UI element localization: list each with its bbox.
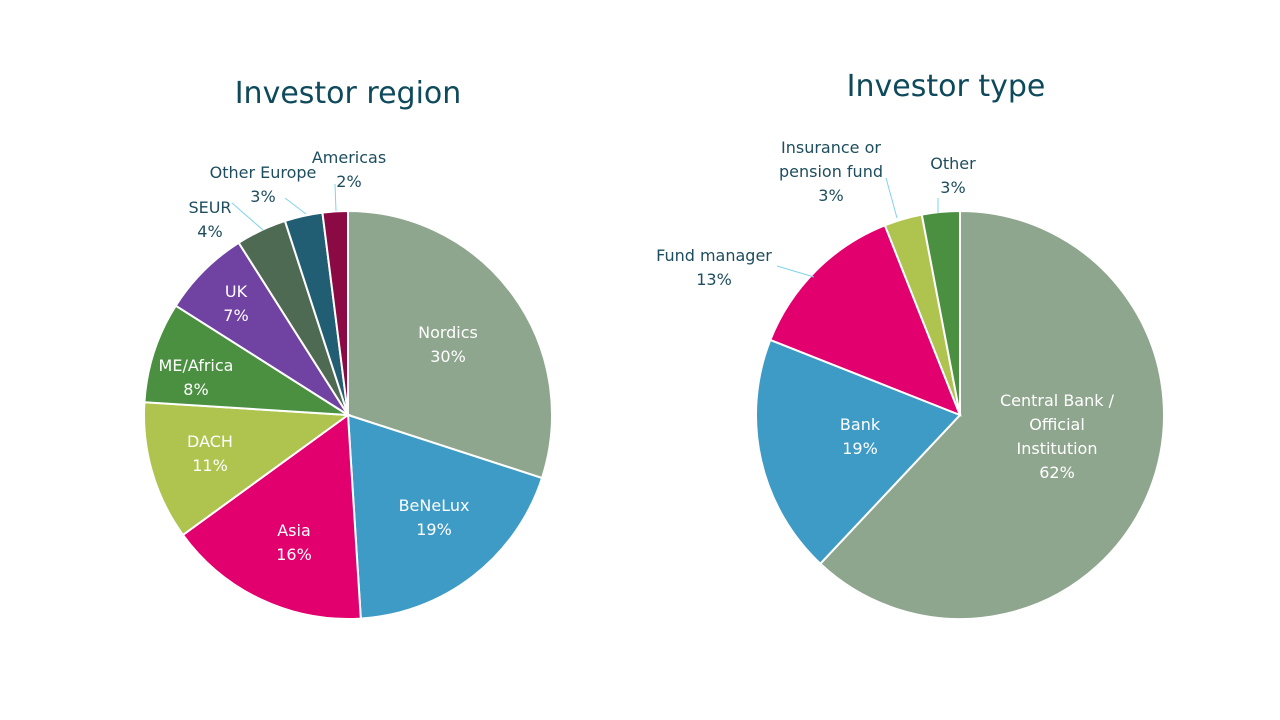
leader-line bbox=[885, 177, 898, 219]
slice-name: ME/Africa bbox=[159, 356, 234, 375]
chart-title: Investor type bbox=[847, 69, 1046, 104]
slice-percent: 3% bbox=[250, 187, 275, 206]
slice-name: Institution bbox=[1017, 439, 1098, 458]
pie-slice-me-africa bbox=[143, 304, 349, 416]
slice-name: Fund manager bbox=[656, 246, 772, 265]
pie-slice-nordics bbox=[347, 209, 553, 480]
data-label: Central Bank / Official Institution 62% bbox=[1000, 391, 1115, 482]
leader-line bbox=[284, 197, 307, 215]
slice-name: pension fund bbox=[779, 162, 883, 181]
slice-name: SEUR bbox=[188, 198, 231, 217]
slice-name: Americas bbox=[312, 148, 386, 167]
data-label: Fund manager 13% bbox=[656, 246, 772, 289]
data-label: Americas 2% bbox=[312, 148, 386, 191]
data-label: UK 7% bbox=[223, 282, 248, 325]
pie-slice-fund-manager bbox=[769, 224, 962, 417]
slice-percent: 19% bbox=[416, 520, 452, 539]
leader-line bbox=[231, 202, 264, 231]
data-label: ME/Africa 8% bbox=[159, 356, 234, 399]
pie-chart-2: Investor type Central Bank / Official Insti… bbox=[656, 69, 1165, 620]
slice-percent: 19% bbox=[842, 439, 878, 458]
leader-line bbox=[334, 183, 337, 212]
slice-name: Central Bank / bbox=[1000, 391, 1115, 410]
pie-slice-other bbox=[920, 209, 961, 416]
data-label: BeNeLux 19% bbox=[399, 496, 470, 539]
pie-slice-central-bank-official-institution bbox=[818, 209, 1165, 620]
pie-slice-americas bbox=[321, 209, 349, 416]
data-label: Asia 16% bbox=[276, 521, 312, 564]
slice-name: UK bbox=[225, 282, 248, 301]
slice-percent: 2% bbox=[336, 172, 361, 191]
slice-name: Insurance or bbox=[781, 138, 881, 157]
chart-title: Investor region bbox=[235, 76, 462, 111]
pie-slice-asia bbox=[181, 413, 362, 620]
slice-name: BeNeLux bbox=[399, 496, 470, 515]
slice-percent: 13% bbox=[696, 270, 732, 289]
slice-percent: 3% bbox=[818, 186, 843, 205]
slice-percent: 8% bbox=[183, 380, 208, 399]
data-label: DACH 11% bbox=[187, 432, 233, 475]
slice-percent: 30% bbox=[430, 347, 466, 366]
slice-percent: 62% bbox=[1039, 463, 1075, 482]
slice-name: Official bbox=[1029, 415, 1085, 434]
slice-percent: 3% bbox=[940, 178, 965, 197]
pie-slice-benelux bbox=[346, 413, 544, 620]
leader-line bbox=[776, 265, 815, 278]
slice-percent: 4% bbox=[197, 222, 222, 241]
pie-chart-1: Investor region Nordics 30% BeNeLux 19% Asia 1… bbox=[143, 76, 553, 620]
data-label: Insurance or pension fund 3% bbox=[779, 138, 883, 205]
data-label: Nordics 30% bbox=[418, 323, 478, 366]
slice-name: Bank bbox=[840, 415, 881, 434]
slice-name: DACH bbox=[187, 432, 233, 451]
data-label: Other 3% bbox=[930, 154, 976, 197]
slice-percent: 16% bbox=[276, 545, 312, 564]
slice-name: Other Europe bbox=[210, 163, 317, 182]
slice-percent: 11% bbox=[192, 456, 228, 475]
slice-percent: 7% bbox=[223, 306, 248, 325]
slice-name: Nordics bbox=[418, 323, 478, 342]
data-label: SEUR 4% bbox=[188, 198, 231, 241]
slice-name: Other bbox=[930, 154, 976, 173]
pie-slice-dach bbox=[143, 401, 351, 537]
slice-name: Asia bbox=[277, 521, 311, 540]
data-label: Bank 19% bbox=[840, 415, 881, 458]
data-label: Other Europe 3% bbox=[210, 163, 317, 206]
